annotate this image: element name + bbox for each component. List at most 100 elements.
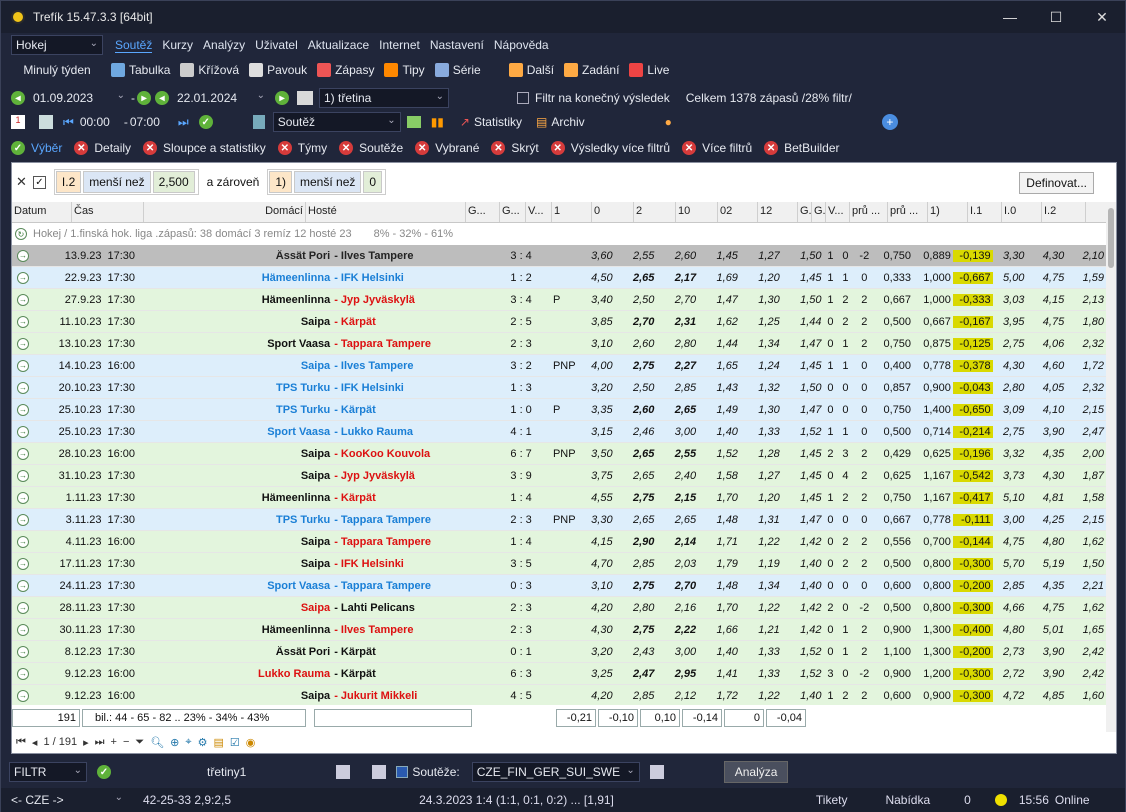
filter-chip2-value[interactable]: 0 — [363, 171, 383, 193]
tikety-button[interactable]: Tikety — [815, 793, 848, 807]
table-row[interactable]: → 13.10.23 17:30 Sport Vaasa - Tappara Tampe… — [12, 333, 1106, 355]
row-open-icon[interactable]: → — [16, 645, 29, 658]
vertical-scrollbar[interactable] — [1106, 202, 1116, 732]
skip-back-icon[interactable]: ⏮ — [63, 114, 74, 129]
tab-remove-icon[interactable]: ✕ — [682, 141, 697, 155]
tab-1[interactable]: Detaily — [94, 141, 132, 155]
table-row[interactable]: → 30.11.23 17:30 Hämeenlinna - Ilves Tampere… — [12, 619, 1106, 641]
table-row[interactable]: → 13.9.23 17:30 Ässät Pori - Ilves Tampere 3 … — [12, 245, 1106, 267]
toolbar-3[interactable]: Zápasy — [317, 63, 374, 77]
tab-6[interactable]: Skrýt — [511, 141, 539, 155]
table-row[interactable]: → 28.11.23 17:30 Saipa - Lahti Pelicans 2 : 3… — [12, 597, 1106, 619]
col-header-15[interactable]: V... — [826, 202, 850, 222]
help-icon[interactable] — [372, 765, 387, 779]
statistics-button[interactable]: Statistiky — [473, 115, 522, 129]
first-page-icon[interactable]: ⏮ — [16, 735, 26, 748]
col-header-2[interactable]: Domácí — [144, 202, 306, 222]
col-header-16[interactable]: prů ... — [850, 202, 888, 222]
col-header-14[interactable]: G.. — [812, 202, 826, 222]
toolbar-6[interactable]: Další — [508, 63, 554, 77]
refresh-icon[interactable] — [336, 765, 351, 779]
table-row[interactable]: → 4.11.23 16:00 Saipa - Tappara Tampere 1 : 4… — [12, 531, 1106, 553]
row-open-icon[interactable]: → — [16, 315, 29, 328]
skip-forward-icon[interactable]: ⏭ — [177, 114, 189, 129]
col-header-12[interactable]: 12 — [758, 202, 798, 222]
minimize-icon[interactable]: — — [1003, 9, 1017, 25]
col-header-7[interactable]: 1 — [552, 202, 592, 222]
menu-item-5[interactable]: Internet — [379, 37, 420, 52]
define-button[interactable]: Definovat... — [1019, 172, 1094, 194]
row-open-icon[interactable]: → — [16, 689, 29, 702]
filter-chip2-market[interactable]: 1) — [269, 171, 293, 193]
filter-chip-market[interactable]: I.2 — [55, 171, 82, 193]
tab-remove-icon[interactable]: ✕ — [491, 141, 506, 155]
table-row[interactable]: → 1.11.23 17:30 Hämeenlinna - Kärpät 1 : 4 4,5… — [12, 487, 1106, 509]
table-row[interactable]: → 24.11.23 17:30 Sport Vaasa - Tappara Tampe… — [12, 575, 1106, 597]
tab-remove-icon[interactable]: ✕ — [143, 141, 158, 155]
table-row[interactable]: → 20.10.23 17:30 TPS Turku - IFK Helsinki 1 :… — [12, 377, 1106, 399]
time-to-field[interactable]: 07:00 — [129, 115, 160, 129]
add-record-icon[interactable]: + — [110, 736, 117, 748]
row-open-icon[interactable]: → — [16, 271, 29, 284]
table-row[interactable]: → 9.12.23 16:00 Saipa - Jukurit Mikkeli 4 : 5… — [12, 685, 1106, 705]
tab-9[interactable]: BetBuilder — [784, 141, 840, 155]
money-icon[interactable]: ● — [664, 115, 672, 129]
row-open-icon[interactable]: → — [16, 667, 29, 680]
zoom-in-icon[interactable]: ⊕ — [170, 736, 180, 749]
tab-8[interactable]: Více filtrů — [702, 141, 753, 155]
tab-3[interactable]: Týmy — [297, 141, 328, 155]
collapse-icon[interactable]: ↻ — [15, 228, 27, 240]
date-next-icon[interactable]: ▸ — [137, 91, 151, 105]
tab-0[interactable]: Výběr — [31, 141, 63, 155]
table-row[interactable]: → 25.10.23 17:30 TPS Turku - Kärpät 1 : 0 P 3,3… — [12, 399, 1106, 421]
col-header-17[interactable]: prů ... — [888, 202, 928, 222]
row-open-icon[interactable]: → — [16, 381, 29, 394]
col-header-21[interactable]: I.2 — [1042, 202, 1086, 222]
soutez-apply-icon[interactable] — [649, 765, 664, 779]
menu-item-3[interactable]: Uživatel — [255, 37, 298, 52]
delete-record-icon[interactable]: − — [122, 736, 130, 748]
clipboard-icon[interactable]: ▤ — [213, 736, 224, 749]
tab-4[interactable]: Soutěže — [359, 141, 404, 155]
soutez-checkbox[interactable] — [396, 766, 409, 778]
result-filter-checkbox[interactable] — [517, 92, 529, 104]
col-header-9[interactable]: 2 — [634, 202, 676, 222]
col-header-10[interactable]: 10 — [676, 202, 718, 222]
row-open-icon[interactable]: → — [16, 623, 29, 636]
tab-2[interactable]: Sloupce a statistiky — [163, 141, 266, 155]
prev-page-icon[interactable]: ◂ — [31, 736, 38, 749]
table-row[interactable]: → 31.10.23 17:30 Saipa - Jyp Jyväskylä 3 : 9 3… — [12, 465, 1106, 487]
close-icon[interactable]: ✕ — [1096, 8, 1108, 25]
row-open-icon[interactable]: → — [16, 447, 29, 460]
col-header-13[interactable]: G.. — [798, 202, 812, 222]
calendar-icon[interactable]: 1 — [11, 115, 25, 129]
archive-icon[interactable]: ▤ — [535, 115, 548, 129]
expand-icon[interactable] — [39, 115, 53, 129]
col-header-5[interactable]: G... — [500, 202, 526, 222]
confirm-time-icon[interactable]: ✓ — [198, 115, 213, 129]
statistics-icon[interactable]: ↗ — [459, 115, 470, 129]
row-open-icon[interactable]: → — [16, 425, 29, 438]
sport-select[interactable]: Hokej ⌄ — [11, 35, 103, 55]
competition-select[interactable]: Soutěž ⌄ — [272, 112, 401, 132]
filter-chip-value[interactable]: 2,500 — [152, 171, 195, 193]
row-open-icon[interactable]: → — [16, 359, 29, 372]
apply-icon[interactable] — [297, 91, 313, 105]
row-open-icon[interactable]: → — [16, 403, 29, 416]
toolbar-0[interactable]: Tabulka — [111, 63, 170, 77]
date-to-field[interactable]: 22.01.2024 ⌄ — [177, 90, 265, 105]
tab-remove-icon[interactable]: ✕ — [339, 141, 354, 155]
tab-7[interactable]: Výsledky více filtrů — [570, 141, 671, 155]
country-select[interactable]: <- CZE -> ⌄ — [11, 792, 123, 807]
menu-item-1[interactable]: Kurzy — [162, 37, 194, 52]
toolbar-4[interactable]: Tipy — [384, 63, 425, 77]
col-header-6[interactable]: V... — [526, 202, 552, 222]
filter-checkbox[interactable]: ✓ — [32, 175, 46, 189]
menu-item-6[interactable]: Nastavení — [429, 37, 484, 52]
table-row[interactable]: → 3.11.23 17:30 TPS Turku - Tappara Tampere 2… — [12, 509, 1106, 531]
col-header-8[interactable]: 0 — [592, 202, 634, 222]
filter-funnel-icon[interactable]: ⏷ — [135, 735, 145, 748]
date-to-next-icon[interactable]: ▸ — [275, 91, 289, 105]
nabidka-button[interactable]: Nabídka — [885, 793, 931, 807]
row-open-icon[interactable]: → — [16, 491, 29, 504]
